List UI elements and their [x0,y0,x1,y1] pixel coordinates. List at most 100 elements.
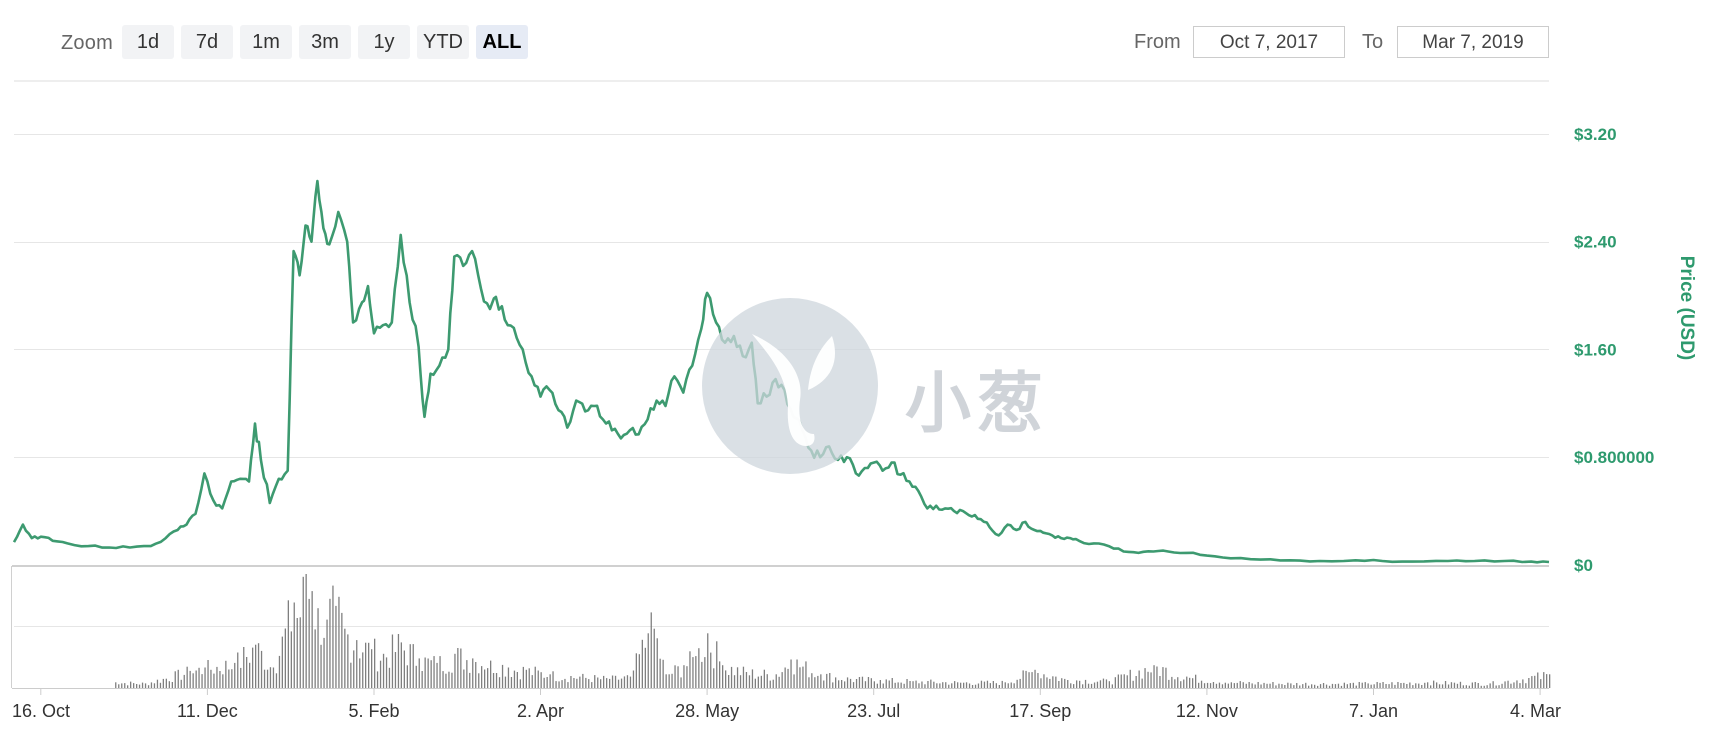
volume-bar [591,682,593,688]
x-tick-label: 12. Nov [1176,701,1238,721]
volume-bar [1543,672,1545,688]
zoom-button-1d[interactable]: 1d [122,25,174,59]
volume-bar [501,664,504,688]
volume-bar [1534,675,1536,688]
volume-bar [1513,682,1515,688]
volume-bar [492,673,495,688]
to-date-input[interactable]: Mar 7, 2019 [1397,26,1549,58]
zoom-button-1m[interactable]: 1m [240,25,292,59]
volume-bar [766,674,768,688]
volume-bar [1079,680,1081,688]
volume-bar [1141,678,1143,688]
volume-bar [350,662,352,688]
x-tick-label: 17. Sep [1009,701,1071,721]
volume-bar [1102,678,1105,688]
volume-bar [1415,683,1417,688]
volume-bar [368,642,370,688]
volume-bar [141,682,144,688]
volume-bar [906,679,908,688]
volume-bar [1385,684,1387,688]
volume-bar [1433,680,1435,688]
zoom-button-ytd[interactable]: YTD [417,25,469,59]
volume-bar [1522,679,1524,688]
volume-bar [278,655,281,688]
volume-bar [257,643,260,688]
volume-bar [463,669,465,688]
volume-bar [1099,680,1102,688]
volume-bar [1418,683,1420,688]
volume-bar [677,666,679,688]
volume-bar [299,617,301,688]
from-date-input[interactable]: Oct 7, 2017 [1193,26,1345,58]
volume-bar [504,676,507,688]
volume-bar [951,683,953,688]
volume-bar [540,672,542,688]
volume-bar [841,680,843,688]
volume-bar [662,659,664,688]
volume-bar [844,681,846,688]
volume-bar [858,677,861,688]
volume-bar [412,644,414,688]
volume-bar [1254,684,1256,688]
volume-bar [1498,685,1500,688]
volume-bar [769,680,771,688]
volume-bar [1117,674,1119,688]
zoom-button-all[interactable]: ALL [476,25,528,59]
volume-bar [852,682,855,688]
volume-bar [1495,685,1497,688]
volume-bar [513,670,516,688]
volume-bar [1019,678,1021,688]
volume-bar [1421,685,1423,688]
volume-bar [1058,681,1060,688]
volume-bar [1507,680,1509,688]
volume-bar [1034,669,1036,688]
zoom-button-1y[interactable]: 1y [358,25,410,59]
volume-bar [1209,683,1212,688]
volume-bar [861,676,864,688]
volume-bar [308,598,310,688]
volume-bar [912,681,914,688]
volume-bar [1076,680,1078,688]
volume-bar [1308,685,1310,688]
volume-bar [165,678,167,688]
volume-bar [1388,684,1390,688]
volume-bar [1132,680,1134,688]
volume-bar [576,678,578,688]
x-tick-label: 2. Apr [517,701,564,721]
volume-bar [1031,672,1033,688]
volume-bar [790,659,792,688]
volume-bar [537,670,539,688]
volume-bar [219,671,221,688]
volume-bar [918,683,920,688]
volume-bar [400,642,402,688]
volume-bar [986,680,989,688]
volume-bar [469,672,471,688]
volume-bar [903,683,905,688]
volume-bar [1082,684,1084,688]
zoom-button-7d[interactable]: 7d [181,25,233,59]
volume-bar [210,669,212,688]
volume-bar [498,677,501,688]
volume-bar [433,656,435,688]
volume-bar [543,677,545,688]
volume-bar [1319,684,1322,688]
volume-bar [588,679,590,688]
zoom-button-3m[interactable]: 3m [299,25,351,59]
volume-bar [189,670,191,688]
volume-bar [1504,681,1506,688]
volume-bar [992,681,994,688]
volume-bar [237,652,239,688]
volume-bar [365,642,367,688]
volume-bar [954,681,956,688]
volume-bar [1111,684,1113,688]
volume-bar [546,677,548,688]
volume-bar [1251,683,1253,688]
volume-bar [484,669,486,688]
volume-bar [359,658,361,688]
volume-bar [609,678,611,688]
volume-bar [507,667,510,688]
volume-bar [600,679,602,688]
volume-bar [1153,665,1155,688]
volume-bar [882,683,884,688]
volume-bar [1275,685,1277,688]
